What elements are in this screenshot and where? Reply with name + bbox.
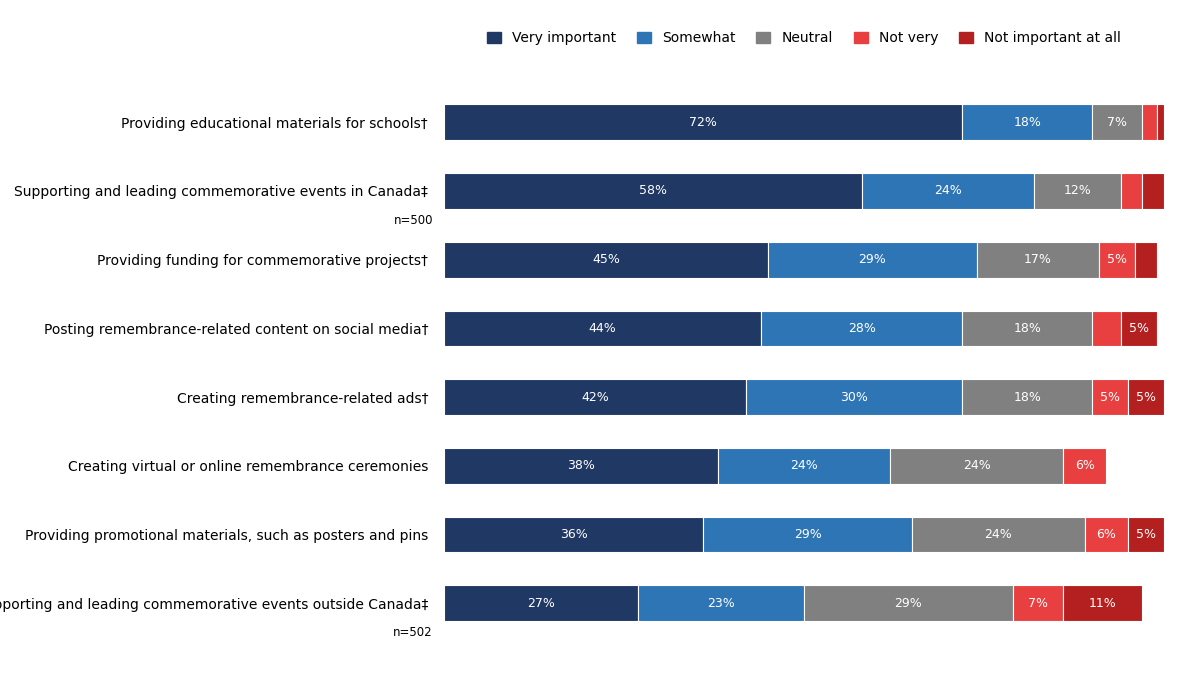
Bar (746, 379, 962, 415)
Text: 24%: 24% (984, 528, 1013, 541)
Text: 17%: 17% (1024, 253, 1052, 266)
Bar (703, 517, 912, 552)
Text: 18%: 18% (1013, 322, 1042, 335)
Text: 44%: 44% (588, 322, 617, 335)
Text: 28%: 28% (847, 322, 876, 335)
Text: 36%: 36% (559, 528, 588, 541)
Legend: Very important, Somewhat, Neutral, Not very, Not important at all: Very important, Somewhat, Neutral, Not v… (487, 31, 1121, 45)
Text: 42%: 42% (581, 391, 610, 404)
Bar (444, 105, 962, 140)
Text: 5%: 5% (1136, 528, 1156, 541)
Bar (1142, 173, 1164, 209)
Bar (444, 173, 862, 209)
Bar (912, 517, 1085, 552)
Text: 58%: 58% (638, 184, 667, 198)
Text: 18%: 18% (1013, 115, 1042, 129)
Bar (761, 310, 962, 346)
Bar (1092, 310, 1121, 346)
Bar (444, 379, 746, 415)
Bar (1099, 242, 1135, 277)
Bar (444, 242, 768, 277)
Bar (890, 448, 1063, 484)
Bar (1128, 517, 1164, 552)
Text: n=500: n=500 (394, 214, 433, 227)
Bar (1128, 379, 1164, 415)
Text: 45%: 45% (592, 253, 620, 266)
Text: 6%: 6% (1075, 460, 1094, 472)
Bar (1142, 105, 1157, 140)
Text: 5%: 5% (1100, 391, 1120, 404)
Bar (1157, 105, 1164, 140)
Text: 18%: 18% (1013, 391, 1042, 404)
Text: 5%: 5% (1136, 391, 1156, 404)
Bar (1063, 448, 1106, 484)
Text: 29%: 29% (858, 253, 887, 266)
Bar (638, 585, 804, 621)
Bar (444, 585, 638, 621)
Text: n=502: n=502 (394, 626, 433, 639)
Text: 6%: 6% (1097, 528, 1116, 541)
Bar (718, 448, 890, 484)
Text: 29%: 29% (793, 528, 822, 541)
Text: 24%: 24% (962, 460, 991, 472)
Bar (1063, 585, 1142, 621)
Bar (1013, 585, 1063, 621)
Text: 27%: 27% (527, 597, 556, 610)
Bar (1135, 242, 1157, 277)
Bar (444, 310, 761, 346)
Text: 30%: 30% (840, 391, 869, 404)
Bar (962, 105, 1092, 140)
Bar (444, 517, 703, 552)
Text: 38%: 38% (566, 460, 595, 472)
Bar (1085, 517, 1128, 552)
Text: 7%: 7% (1108, 115, 1127, 129)
Text: 5%: 5% (1129, 322, 1148, 335)
Text: 12%: 12% (1063, 184, 1092, 198)
Bar (862, 173, 1034, 209)
Bar (1034, 173, 1121, 209)
Bar (1092, 105, 1142, 140)
Text: 23%: 23% (707, 597, 736, 610)
Bar (1121, 173, 1142, 209)
Bar (1121, 310, 1157, 346)
Bar (977, 242, 1099, 277)
Text: 72%: 72% (689, 115, 718, 129)
Bar (1092, 379, 1128, 415)
Text: 7%: 7% (1028, 597, 1048, 610)
Text: 29%: 29% (894, 597, 923, 610)
Bar (804, 585, 1013, 621)
Text: 11%: 11% (1088, 597, 1117, 610)
Bar (962, 310, 1092, 346)
Bar (768, 242, 977, 277)
Text: 24%: 24% (790, 460, 818, 472)
Text: 5%: 5% (1108, 253, 1127, 266)
Bar (444, 448, 718, 484)
Text: 24%: 24% (934, 184, 962, 198)
Bar (962, 379, 1092, 415)
